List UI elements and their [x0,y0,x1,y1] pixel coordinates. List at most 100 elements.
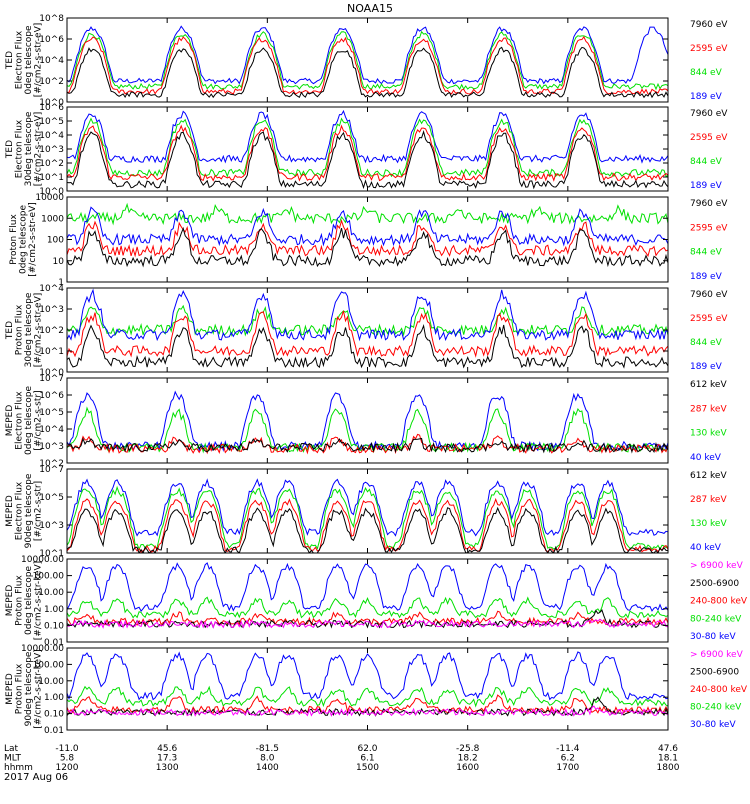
x-tick-label: 18.1 [658,754,678,764]
legend-label: 2500-6900 [690,579,739,589]
series-844-ev [67,304,668,337]
y-tick-label: 10^3 [39,145,64,155]
panel-3-traces [67,202,668,268]
panel-frame [66,558,669,643]
y-tick-label: 10^0 [39,187,64,197]
panel-frame [66,106,669,192]
y-axis-label-line: Proton Flux [9,214,19,265]
y-tick-label: 10^3 [39,305,64,315]
series-287-kev [67,497,668,553]
y-axis-label-line: TED [5,321,15,340]
y-tick-label: 10^6 [39,103,64,113]
legend-label: 130 keV [690,519,727,529]
y-tick-label: 0.01 [44,638,64,648]
y-tick-label: 10^2 [39,326,64,336]
x-tick-label: 17.3 [157,754,177,764]
x-row-label: MLT [4,754,22,764]
panel-5: 10^7 10^6 10^5 10^4 10^3 10^2 MEPEDElectron Fl… [5,374,727,469]
series--6900-kev [67,705,668,717]
series-30-80-kev [67,562,668,612]
legend-label: 189 eV [690,181,723,191]
x-tick-label: 1200 [56,763,79,773]
y-tick-label: 10^2 [39,159,64,169]
y-tick-label: 10^4 [39,56,64,66]
legend-label: 287 keV [690,404,727,414]
x-tick-label: 1700 [556,763,579,773]
y-tick-label: 10^5 [39,493,64,503]
series-40-kev [67,478,668,537]
y-axis-label-line: [#/cm2-s-str-keV] [34,649,44,728]
legend-label: 240-800 keV [690,597,748,607]
y-tick-label: 10^8 [39,14,64,24]
y-tick-label: 1.00 [44,693,64,703]
date-label: 2017 Aug 06 [4,772,68,783]
x-tick-label: 47.6 [658,744,678,754]
panel-3: 10000 1000 100 10 1 Proton Flux0deg telescope… [9,193,728,288]
legend-label: 2595 eV [690,133,728,143]
y-tick-label: 10^4 [39,131,64,141]
y-axis-label-line: MEPED [5,585,15,617]
x-tick-label: 5.8 [60,754,75,764]
series-2595-ev [67,218,668,258]
series-2595-ev [67,124,668,182]
series-844-ev [67,30,668,91]
y-axis-label-line: [#/cm2-s-str-eV] [34,23,44,98]
y-axis-label-line: Proton Flux [15,663,25,714]
y-tick-label: 100.00 [33,660,65,670]
y-axis-label-line: 0deg telescope [24,386,34,456]
legend-label: 844 eV [690,157,723,167]
legend-label: 30-80 keV [690,632,736,642]
x-row-label: Lat [4,744,19,754]
panel-7-traces [67,562,668,629]
y-tick-label: 10^1 [39,549,64,559]
panel-8: 10000.00100.0010.001.000.100.01MEPEDProt… [5,644,748,736]
y-axis-label-line: 0deg telescope [24,566,34,636]
legend-label: 189 eV [690,92,723,102]
series-189-ev [67,206,668,247]
legend-label: 2595 eV [690,44,728,54]
series-130-kev [67,485,668,551]
legend-label: 287 keV [690,495,727,505]
legend-label: 612 keV [690,471,727,481]
x-tick-label: 1500 [356,763,379,773]
y-tick-label: 10^7 [39,465,64,475]
legend-label: 40 keV [690,453,722,463]
series--6900-kev [67,618,668,629]
x-tick-label: 45.6 [157,744,177,754]
legend-label: 844 eV [690,248,723,258]
y-tick-label: 0.10 [44,621,64,631]
legend-label: 80-240 keV [690,703,742,713]
y-tick-label: 10^4 [39,284,64,294]
x-tick-label: 1600 [456,763,479,773]
panel-2: 10^610^510^410^310^210^110^0TEDElectron … [5,103,728,197]
y-axis-label-line: 30deg telescope [24,111,34,186]
panel-1-traces [67,25,668,99]
y-tick-label: 1 [58,278,64,288]
series-80-240-kev [67,685,668,708]
y-tick-label: 10^6 [39,391,64,401]
y-axis-label: MEPEDProton Flux90deg telescope[#/cm2-s-… [5,649,44,728]
series-287-kev [67,433,668,455]
y-axis-label: MEPEDProton Flux0deg telescope[#/cm2-s-s… [5,561,44,640]
y-axis-label-line: Electron Flux [15,30,25,89]
x-tick-label: 6.2 [561,754,575,764]
y-axis-label-line: 90deg telescope [24,473,34,548]
legend-label: 30-80 keV [690,720,736,730]
y-tick-label: 100.00 [33,572,65,582]
legend-label: 130 keV [690,429,727,439]
y-axis-label-line: [#/cm2-s-str-eV] [34,293,44,368]
series-612-kev [67,506,668,553]
legend-label: 2595 eV [690,314,728,324]
series-844-ev [67,117,668,178]
y-tick-label: 10.00 [38,588,64,598]
legend-label: 2500-6900 [690,668,739,678]
series-240-800-kev [67,610,668,627]
y-axis-label-line: [#/cm2-s-str] [34,481,44,541]
legend-label: 7960 eV [690,109,728,119]
series-2595-ev [67,310,668,358]
x-tick-label: -25.8 [456,744,480,754]
y-axis-label-line: MEPED [5,495,15,527]
y-tick-label: 10^0 [39,98,64,108]
